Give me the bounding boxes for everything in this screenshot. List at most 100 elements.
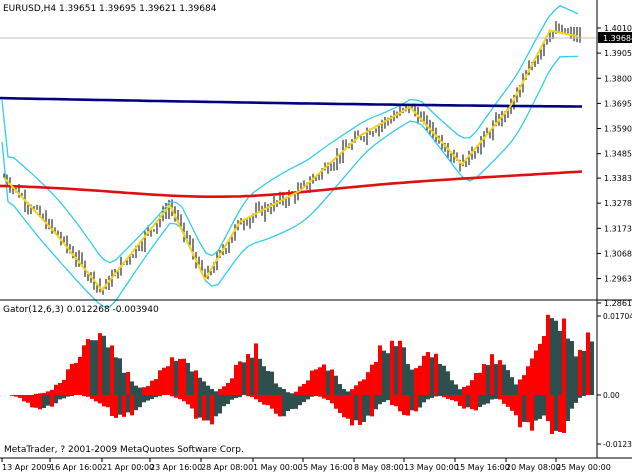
gator-bar-upper [154, 379, 158, 395]
current-price-tag [598, 31, 632, 43]
gator-bar-lower [58, 395, 62, 400]
gator-bar-lower [42, 395, 46, 409]
gator-bar-upper [506, 370, 510, 395]
gator-bar-lower [582, 395, 586, 397]
gator-bar-upper [518, 379, 522, 395]
gator-bar-lower [382, 395, 386, 402]
gator-bar-lower [294, 395, 298, 409]
gator-bar-lower [222, 395, 226, 407]
gator-bar-upper [562, 318, 566, 395]
gator-bar-lower [90, 395, 94, 399]
gator-bar-upper [90, 340, 94, 395]
gator-bar-lower [306, 395, 310, 400]
gator-bar-lower [350, 395, 354, 426]
gator-bar-upper [566, 338, 570, 395]
gator-bar-lower [150, 395, 154, 400]
gator-bar-lower [418, 395, 422, 408]
gator-bar-lower [114, 395, 118, 418]
gator-bar-lower [570, 395, 574, 409]
gator-bar-lower [430, 395, 434, 398]
gator-bar-lower [506, 395, 510, 407]
price-label: 1.40100 [604, 24, 632, 33]
gator-bar-lower [298, 395, 302, 406]
gator-bar-lower [210, 395, 214, 425]
gator-bar-lower [362, 395, 366, 422]
gator-bar-upper [418, 365, 422, 395]
gator-bar-lower [30, 395, 34, 408]
gator-bar-upper [114, 357, 118, 395]
gator-bar-lower [510, 395, 514, 411]
gator-bar-lower [198, 395, 202, 418]
gator-bar-upper [98, 333, 102, 395]
gator-bar-upper [46, 391, 50, 395]
gator-bar-upper [222, 386, 226, 395]
gator-bar-lower [234, 395, 238, 399]
price-label: 1.29630 [604, 275, 632, 284]
time-label: 23 Apr 16:00 [150, 463, 202, 472]
gator-bar-lower [426, 395, 430, 400]
gator-bar-upper [210, 388, 214, 395]
gator-bar-upper [358, 381, 362, 395]
time-label: 16 Apr 16:00 [50, 463, 102, 472]
gator-bar-upper [178, 358, 182, 395]
gator-bar-upper [502, 364, 506, 395]
gator-bar-lower [266, 395, 270, 406]
gator-bar-lower [458, 395, 462, 406]
price-chart[interactable] [0, 4, 597, 308]
gator-bar-upper [330, 369, 334, 395]
gator-bar-lower [178, 395, 182, 400]
gator-bar-lower [38, 395, 42, 410]
time-label: 28 Apr 08:00 [201, 463, 253, 472]
gator-bar-lower [174, 395, 178, 398]
gator-bar-upper [134, 385, 138, 395]
gator-bar-upper [94, 340, 98, 395]
gator-bar-lower [530, 395, 534, 431]
gator-bar-lower [54, 395, 58, 404]
gator-bar-upper [458, 389, 462, 395]
gator-bar-lower [342, 395, 346, 418]
gator-bar-lower [254, 395, 258, 400]
gator-bar-upper [54, 384, 58, 395]
gator-bar-lower [270, 395, 274, 409]
gator-bar-upper [558, 330, 562, 395]
gator-indicator[interactable] [10, 314, 594, 434]
symbol-header: EURUSD,H4 1.39651 1.39695 1.39621 1.3968… [3, 4, 217, 14]
gator-bar-upper [510, 377, 514, 395]
gator-bar-lower [386, 395, 390, 401]
gator-bar-upper [238, 361, 242, 395]
gator-bar-upper [370, 364, 374, 395]
price-label: 1.34850 [604, 150, 632, 159]
gator-bar-lower [366, 395, 370, 416]
gator-bar-lower [574, 395, 578, 403]
gator-bar-lower [450, 395, 454, 401]
gator-bar-lower [462, 395, 466, 409]
gator-bar-lower [130, 395, 134, 416]
gator-bar-upper [402, 347, 406, 395]
gator-bar-upper [482, 364, 486, 395]
gator-bar-lower [278, 395, 282, 417]
price-label: 1.39050 [604, 49, 632, 58]
gator-bar-lower [102, 395, 106, 407]
gator-bar-upper [346, 391, 350, 395]
gator-bar-lower [34, 395, 38, 408]
gator-axis-label: 0.00 [603, 391, 620, 400]
gator-bar-lower [554, 395, 558, 431]
price-label: 1.30680 [604, 249, 632, 258]
gator-bar-lower [346, 395, 350, 419]
gator-bar-upper [550, 318, 554, 395]
gator-bar-upper [174, 360, 178, 395]
gator-bar-upper [258, 358, 262, 395]
gator-bar-lower [302, 395, 306, 403]
gator-bar-upper [590, 341, 594, 395]
gator-bar-upper [322, 364, 326, 395]
gator-bar-upper [486, 365, 490, 395]
gator-bar-lower [50, 395, 54, 407]
gator-bar-lower [214, 395, 218, 417]
gator-bar-lower [286, 395, 290, 411]
gator-bar-lower [66, 395, 70, 397]
gator-bar-lower [10, 395, 14, 396]
gator-bar-lower [442, 395, 446, 398]
gator-bar-upper [362, 379, 366, 395]
price-label: 1.38000 [604, 74, 632, 83]
